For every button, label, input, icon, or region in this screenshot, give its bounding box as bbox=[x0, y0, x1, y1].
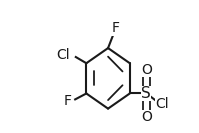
Text: Cl: Cl bbox=[57, 48, 70, 62]
Text: F: F bbox=[111, 21, 119, 35]
Text: F: F bbox=[63, 94, 71, 108]
Text: S: S bbox=[141, 86, 151, 101]
Text: O: O bbox=[141, 63, 152, 77]
Text: O: O bbox=[141, 110, 152, 124]
Text: Cl: Cl bbox=[155, 97, 169, 111]
